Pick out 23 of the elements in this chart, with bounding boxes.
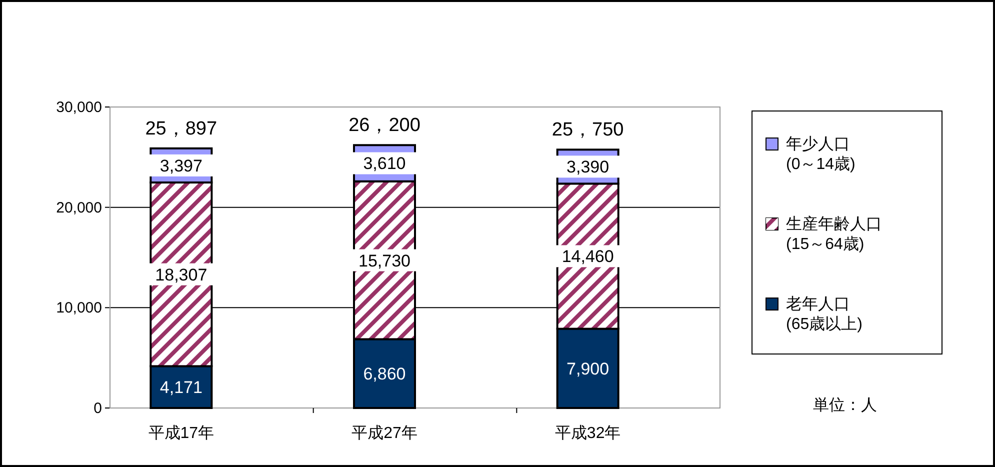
y-tick-label: 20,000 <box>56 199 102 216</box>
data-label: 14,460 <box>562 247 614 266</box>
data-label: 6,860 <box>363 364 406 384</box>
total-label: 25，750 <box>552 120 624 141</box>
legend-label: 老年人口 (65歳以上) <box>786 295 862 333</box>
x-tick-label: 平成32年 <box>554 424 621 442</box>
legend-label: 年少人口 (0～14歳) <box>786 135 856 173</box>
x-tick-label: 平成27年 <box>352 424 418 442</box>
data-label: 4,171 <box>160 378 202 398</box>
y-tick-label: 30,000 <box>56 99 102 116</box>
data-label: 3,397 <box>160 156 202 176</box>
data-label: 15,730 <box>358 251 410 270</box>
x-tick-label: 平成17年 <box>148 424 214 442</box>
text: 単位：人 <box>813 397 877 414</box>
total-label: 25，897 <box>145 118 218 140</box>
data-label: 3,610 <box>363 154 406 174</box>
total-label: 26，200 <box>348 115 420 136</box>
y-tick-label: 0 <box>94 400 102 417</box>
data-label: 18,307 <box>155 265 208 284</box>
data-label: 7,900 <box>566 359 610 378</box>
legend-label: 生産年齢人口 (15～64歳) <box>786 215 882 253</box>
y-tick-label: 10,000 <box>56 300 102 317</box>
data-label: 3,390 <box>566 158 610 177</box>
